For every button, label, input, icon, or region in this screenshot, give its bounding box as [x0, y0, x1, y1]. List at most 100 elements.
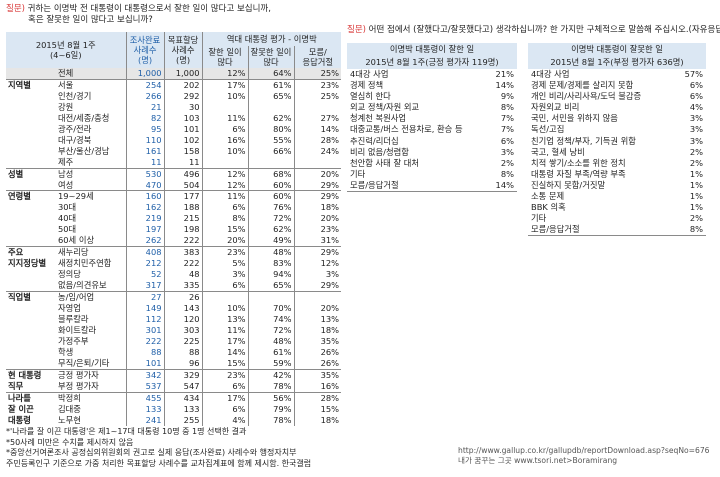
category-label	[6, 113, 56, 124]
reason-percent: 2%	[689, 146, 704, 157]
dk-percent: 35%	[293, 335, 342, 347]
table-row: 기타 2%	[528, 213, 706, 224]
reason-label: 독선/고집	[531, 124, 565, 135]
sample-count-header: 조사완료 사례수 (명)	[125, 32, 165, 68]
table-row: 지역별 서울 254 202 17% 61% 23%	[6, 78, 342, 91]
good-percent: 12%	[201, 167, 249, 180]
table-row: 대중교통/버스 전용차로, 환승 등 7%	[347, 124, 517, 135]
dk-percent: 15%	[293, 403, 342, 415]
sample-count: 101	[125, 357, 165, 370]
sample-count: 455	[125, 391, 165, 404]
table-row: 직업별 농/임/어업 27 26	[6, 291, 342, 304]
reason-label: 국고, 혈세 낭비	[531, 146, 585, 157]
table-row: 열심히 한다 9%	[347, 91, 517, 102]
category-label	[6, 68, 56, 80]
table-row: 자원외교 비리 4%	[528, 102, 706, 113]
table-row: 국민, 서민을 위하지 않음 3%	[528, 113, 706, 124]
sample-count: 219	[125, 213, 165, 225]
reason-label: 청계천 복원사업	[350, 113, 407, 124]
row-label: 자영업	[58, 303, 81, 314]
reason-percent: 8%	[676, 224, 707, 237]
reason-percent: 21%	[495, 69, 514, 79]
sample-count: 82	[125, 112, 165, 124]
row-label: 대구/경북	[58, 134, 92, 145]
row-label: 60세 이상	[58, 235, 95, 246]
bad-table-subtitle: 2015년 8월 1주(부정 평가자 636명)	[528, 56, 707, 69]
category-label	[6, 224, 56, 235]
sample-count: 408	[125, 246, 165, 259]
row-label: 학생	[58, 346, 74, 357]
target-count: 496	[163, 167, 203, 180]
dk-percent	[293, 156, 342, 169]
category-label	[6, 235, 56, 246]
reason-percent: 3%	[689, 135, 704, 146]
good-percent: 6%	[201, 380, 249, 393]
target-count: 88	[163, 346, 203, 358]
table-row: 소통 문제 1%	[528, 191, 706, 202]
row-label: 19~29세	[56, 190, 127, 203]
reason-percent: 1%	[689, 168, 704, 179]
footnotes: *'나라를 잘 이끈 대통령'은 제1~17대 대통령 10명 중 1명 선택한…	[6, 427, 311, 469]
table-row: 대구/경북 110 102 16% 55% 28%	[6, 134, 342, 146]
reason-percent: 1%	[689, 179, 704, 190]
target-count: 504	[163, 179, 203, 191]
sample-count: 254	[125, 78, 165, 91]
bad-header: 잘못한 일이 많다	[247, 46, 295, 68]
target-count: 202	[163, 78, 203, 91]
dk-percent: 23%	[293, 224, 342, 236]
bad-percent: 48%	[247, 246, 295, 259]
good-percent: 17%	[201, 335, 249, 347]
bad-percent: 60%	[247, 179, 295, 191]
target-count: 329	[163, 368, 203, 381]
sample-count: 197	[125, 224, 165, 236]
table-row: 30대 162 188 6% 76% 18%	[6, 202, 342, 214]
sample-count: 241	[125, 414, 165, 426]
dk-percent: 20%	[293, 213, 342, 225]
row-label: 없음/의견유보	[58, 280, 107, 291]
table-row: 여성 470 504 12% 60% 29%	[6, 179, 342, 191]
good-percent: 17%	[201, 391, 249, 404]
bad-percent: 78%	[247, 380, 295, 393]
bad-percent	[247, 156, 295, 169]
dk-percent: 14%	[293, 123, 342, 135]
table-row: 추진력/리더십 6%	[347, 136, 517, 147]
reason-percent: 1%	[689, 202, 704, 213]
reason-percent: 3%	[500, 146, 514, 157]
category-label	[6, 336, 56, 347]
dk-percent: 26%	[293, 357, 342, 370]
source-url[interactable]: http://www.gallup.co.kr/gallupdb/reportD…	[458, 446, 710, 455]
reason-label: 대중교통/버스 전용차로, 환승 등	[350, 124, 463, 135]
footnote: *'나라를 잘 이끈 대통령'은 제1~17대 대통령 10명 중 1명 선택한…	[6, 427, 247, 436]
good-percent: 6%	[201, 202, 249, 214]
bad-percent: 76%	[247, 202, 295, 214]
row-label: 김대중	[58, 403, 81, 414]
bad-percent: 55%	[247, 134, 295, 146]
sample-count: 52	[125, 269, 165, 281]
row-label: 긍정 평가자	[56, 368, 127, 381]
bad-percent: 74%	[247, 313, 295, 325]
good-percent: 6%	[201, 280, 249, 292]
good-percent: 23%	[201, 368, 249, 381]
good-percent: 20%	[201, 235, 249, 247]
good-percent: 14%	[201, 346, 249, 358]
row-label: 농/임/어업	[56, 291, 127, 304]
table-row: 강원 21 30	[6, 101, 342, 113]
bad-percent	[247, 291, 295, 304]
row-label: 서울	[56, 78, 127, 91]
dk-percent: 12%	[293, 258, 342, 270]
table-row: 4대강 사업 57%	[528, 69, 706, 80]
table-row: 외교 정책/자원 외교 8%	[347, 102, 517, 113]
sample-count: 110	[125, 134, 165, 146]
period-label: 2015년 8월 1주	[35, 40, 96, 50]
dk-percent: 13%	[293, 313, 342, 325]
bad-percent: 68%	[247, 167, 295, 180]
sample-count: 133	[125, 403, 165, 415]
sample-count: 262	[125, 235, 165, 247]
sample-count: 342	[125, 368, 165, 381]
reason-percent: 2%	[689, 157, 704, 168]
good-percent: 12%	[201, 68, 249, 80]
question-tag: 질문)	[347, 25, 366, 35]
category-label: 연령별	[6, 190, 56, 203]
source-credit-text: 내가 꿈꾸는 그곳 www.tsori.net>Boramirang	[458, 456, 618, 465]
row-label: 블루칼라	[58, 313, 89, 324]
